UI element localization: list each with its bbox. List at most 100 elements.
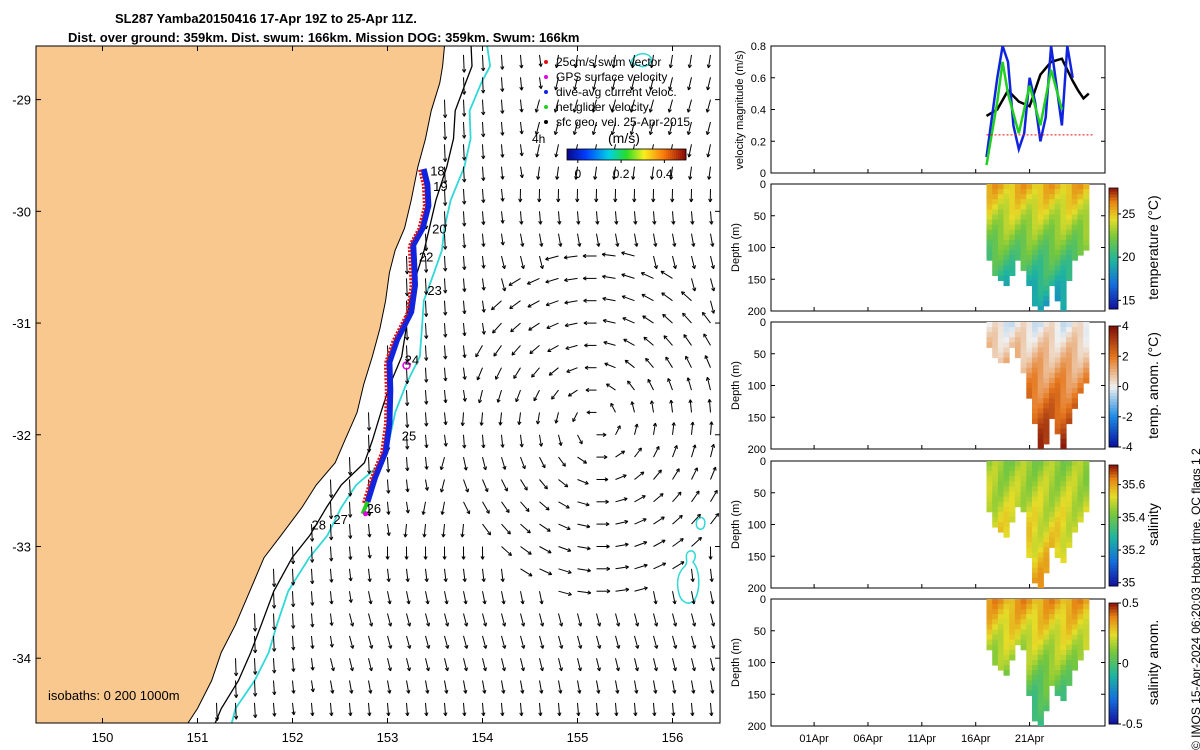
section-colorbar-tick-label: -4 bbox=[1122, 440, 1133, 454]
velocity-arrow-shaft bbox=[444, 233, 446, 250]
velocity-arrow-head bbox=[407, 578, 410, 582]
section-cell bbox=[1077, 245, 1084, 251]
section-cell bbox=[1037, 403, 1044, 409]
velocity-arrow-shaft bbox=[539, 591, 543, 605]
section-cell bbox=[1014, 629, 1022, 636]
velocity-arrow-shaft bbox=[577, 523, 591, 528]
velocity-arrow-shaft bbox=[273, 591, 275, 609]
velocity-arrow-head bbox=[709, 221, 713, 225]
section-colorbar-segment bbox=[1109, 437, 1118, 442]
velocity-arrow-head bbox=[273, 583, 277, 587]
section-cell bbox=[986, 491, 993, 498]
section-cell bbox=[1003, 624, 1010, 630]
section-cell bbox=[1054, 199, 1061, 205]
velocity-arrow bbox=[520, 456, 526, 470]
velocity-arrow-head bbox=[482, 155, 486, 160]
section-colorbar-segment bbox=[1109, 353, 1118, 357]
velocity-arrow-shaft bbox=[531, 367, 540, 378]
section-cell bbox=[1066, 270, 1073, 276]
section-cell bbox=[1037, 255, 1044, 261]
section-colorbar-segment bbox=[1109, 552, 1118, 557]
section-colorbar-segment bbox=[1109, 621, 1118, 625]
section-cell bbox=[1009, 481, 1016, 487]
section-cell bbox=[1083, 486, 1090, 492]
section-cell bbox=[1003, 619, 1010, 625]
velocity-arrow-shaft bbox=[577, 456, 587, 464]
velocity-arrow-head bbox=[624, 360, 627, 364]
section-colorbar-segment bbox=[1109, 191, 1118, 195]
velocity-arrow bbox=[703, 333, 711, 346]
velocity-arrow-head bbox=[584, 344, 588, 348]
velocity-arrow bbox=[710, 443, 716, 458]
section-cell bbox=[1049, 224, 1056, 231]
section-cell bbox=[1054, 527, 1061, 533]
velocity-arrow-head bbox=[331, 712, 334, 717]
section-cell bbox=[1054, 194, 1061, 200]
velocity-arrow-shaft bbox=[539, 434, 542, 447]
velocity-arrow-shaft bbox=[482, 613, 487, 627]
velocity-arrow bbox=[366, 412, 372, 431]
velocity-arrow bbox=[481, 568, 486, 583]
velocity-arrow-head bbox=[529, 572, 533, 577]
section-cell bbox=[1032, 700, 1039, 707]
velocity-arrow-head bbox=[592, 131, 596, 135]
velocity-arrow-shaft bbox=[406, 345, 408, 363]
velocity-arrow bbox=[442, 144, 448, 162]
section-colorbar-segment bbox=[1109, 386, 1118, 391]
section-cell bbox=[1014, 219, 1022, 226]
section-cell bbox=[997, 654, 1005, 661]
velocity-arrow bbox=[425, 658, 430, 672]
velocity-arrow bbox=[291, 613, 296, 629]
velocity-arrow-shaft bbox=[520, 54, 523, 69]
section-colorbar-segment bbox=[1109, 672, 1118, 677]
velocity-arrow bbox=[710, 680, 715, 694]
velocity-arrow-shaft bbox=[573, 99, 578, 113]
section-cell bbox=[1037, 675, 1044, 681]
velocity-arrow-shaft bbox=[444, 188, 446, 206]
velocity-arrow-shaft bbox=[653, 516, 665, 525]
velocity-arrow bbox=[691, 278, 697, 292]
velocity-arrow bbox=[629, 121, 635, 135]
velocity-arrow-head bbox=[712, 689, 715, 694]
velocity-arrow bbox=[482, 658, 487, 672]
section-cell bbox=[1009, 609, 1016, 615]
section-cell bbox=[1054, 639, 1061, 646]
velocity-arrow bbox=[463, 456, 468, 471]
velocity-arrow-head bbox=[622, 474, 627, 476]
velocity-arrow bbox=[539, 456, 546, 469]
velocity-arrow-head bbox=[501, 66, 505, 70]
velocity-arrow bbox=[621, 251, 635, 257]
section-cell bbox=[1071, 337, 1078, 343]
section-cell bbox=[1026, 629, 1033, 636]
velocity-arrow-shaft bbox=[480, 412, 483, 426]
section-cell bbox=[1049, 250, 1056, 256]
velocity-arrow bbox=[461, 546, 466, 560]
velocity-arrow-shaft bbox=[520, 523, 531, 534]
velocity-arrow-head bbox=[599, 644, 602, 649]
section-cell bbox=[997, 265, 1005, 271]
velocity-arrow bbox=[406, 591, 411, 605]
velocity-arrow-shaft bbox=[672, 538, 684, 547]
section-cell bbox=[1026, 347, 1033, 353]
velocity-arrow-shaft bbox=[596, 613, 601, 627]
section-cell bbox=[1003, 461, 1010, 467]
velocity-arrow-head bbox=[611, 109, 615, 113]
section-cell bbox=[1037, 189, 1044, 195]
velocity-arrow bbox=[615, 474, 627, 480]
velocity-arrow bbox=[310, 568, 315, 585]
section-colorbar-segment bbox=[1109, 675, 1118, 680]
velocity-arrow bbox=[548, 367, 559, 376]
section-cell bbox=[992, 466, 999, 472]
section-cell bbox=[986, 327, 993, 333]
colorbar-segment bbox=[632, 149, 635, 160]
section-cell bbox=[1060, 604, 1067, 610]
velocity-arrow-shaft bbox=[592, 121, 597, 135]
velocity-arrow bbox=[367, 546, 372, 559]
velocity-arrow bbox=[368, 680, 373, 694]
velocity-arrow bbox=[691, 255, 696, 270]
velocity-arrow-head bbox=[579, 243, 582, 247]
section-colorbar-segment bbox=[1109, 633, 1118, 637]
velocity-arrow-shaft bbox=[710, 680, 714, 694]
section-cell bbox=[997, 219, 1005, 226]
velocity-arrow bbox=[349, 613, 355, 627]
